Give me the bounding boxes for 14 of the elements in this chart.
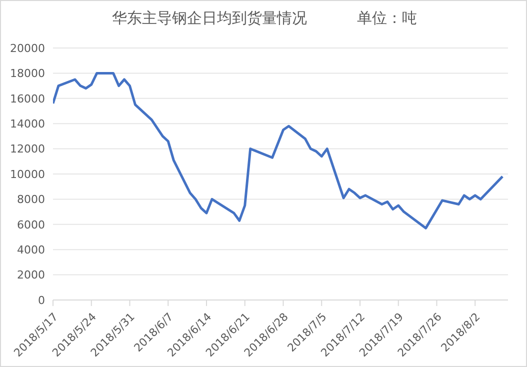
y-tick-label: 4000 xyxy=(17,244,45,257)
y-tick-label: 12000 xyxy=(10,142,45,156)
chart-title: 华东主导钢企日均到货量情况 xyxy=(112,9,307,28)
y-tick-label: 14000 xyxy=(10,118,45,131)
y-tick-label: 10000 xyxy=(10,168,45,181)
line-series xyxy=(53,72,504,230)
y-tick-label: 2000 xyxy=(17,268,45,282)
y-tick-label: 16000 xyxy=(10,92,45,106)
y-tick-label: 18000 xyxy=(10,67,45,80)
chart-subtitle: 单位：吨 xyxy=(357,9,417,28)
y-tick-label: 0 xyxy=(38,294,45,307)
y-tick-label: 20000 xyxy=(10,42,45,55)
y-tick-label: 6000 xyxy=(17,218,45,232)
y-tick-label: 8000 xyxy=(17,193,45,206)
